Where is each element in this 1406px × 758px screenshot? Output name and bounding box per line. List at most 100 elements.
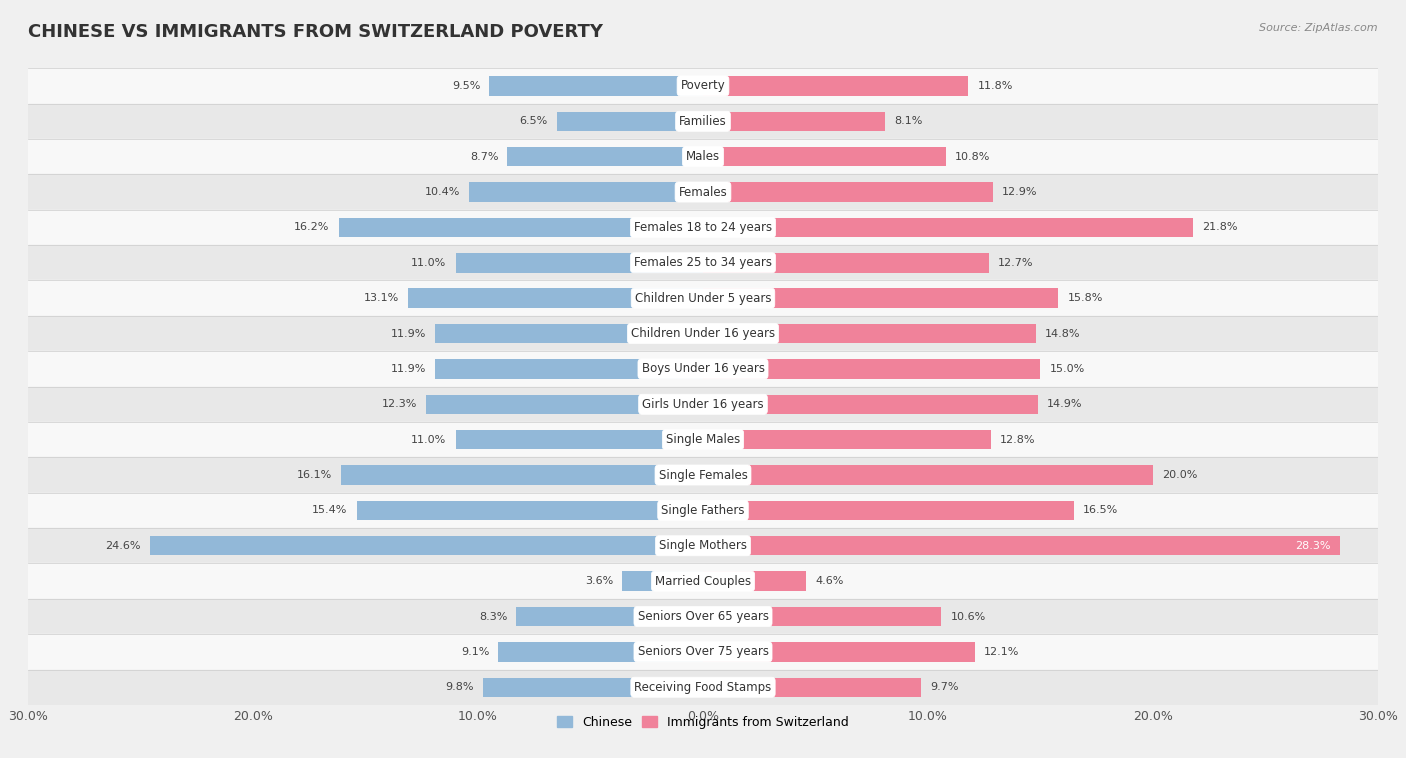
Text: CHINESE VS IMMIGRANTS FROM SWITZERLAND POVERTY: CHINESE VS IMMIGRANTS FROM SWITZERLAND P… [28,23,603,41]
Bar [703,430,991,449]
Text: 11.0%: 11.0% [412,258,447,268]
Text: 12.7%: 12.7% [998,258,1033,268]
Text: 11.0%: 11.0% [412,434,447,445]
Bar [703,77,969,96]
Bar [703,183,993,202]
Text: 28.3%: 28.3% [1295,540,1330,551]
Bar [498,642,703,662]
Bar [703,324,1036,343]
Text: Married Couples: Married Couples [655,575,751,587]
Bar [28,351,1378,387]
Bar [703,111,886,131]
Text: 8.3%: 8.3% [479,612,508,622]
Text: 9.1%: 9.1% [461,647,489,657]
Text: 11.9%: 11.9% [391,328,426,339]
Bar [703,288,1059,308]
Bar [703,359,1040,379]
Bar [703,607,942,626]
Bar [28,599,1378,634]
Bar [703,501,1074,520]
Text: 15.8%: 15.8% [1067,293,1102,303]
Bar [28,104,1378,139]
Bar [703,394,1038,414]
Bar [703,218,1194,237]
Text: 15.0%: 15.0% [1049,364,1084,374]
Bar [489,77,703,96]
Text: 9.8%: 9.8% [446,682,474,692]
Text: 24.6%: 24.6% [105,540,141,551]
Bar [426,394,703,414]
Text: 8.7%: 8.7% [470,152,498,161]
Legend: Chinese, Immigrants from Switzerland: Chinese, Immigrants from Switzerland [553,711,853,734]
Text: 10.8%: 10.8% [955,152,990,161]
Text: Families: Families [679,114,727,128]
Text: Single Mothers: Single Mothers [659,539,747,553]
Text: Girls Under 16 years: Girls Under 16 years [643,398,763,411]
Text: 12.9%: 12.9% [1002,187,1038,197]
Bar [28,493,1378,528]
Text: 3.6%: 3.6% [585,576,613,586]
Bar [621,572,703,591]
Bar [703,642,976,662]
Text: 9.5%: 9.5% [451,81,481,91]
Bar [339,218,703,237]
Bar [436,324,703,343]
Text: 14.8%: 14.8% [1045,328,1080,339]
Text: 10.6%: 10.6% [950,612,986,622]
Text: Single Fathers: Single Fathers [661,504,745,517]
Text: 8.1%: 8.1% [894,116,922,127]
Bar [470,183,703,202]
Text: Poverty: Poverty [681,80,725,92]
Bar [28,316,1378,351]
Bar [28,669,1378,705]
Text: 4.6%: 4.6% [815,576,844,586]
Bar [456,430,703,449]
Bar [28,280,1378,316]
Bar [516,607,703,626]
Text: Females 18 to 24 years: Females 18 to 24 years [634,221,772,234]
Bar [703,678,921,697]
Text: 16.5%: 16.5% [1083,506,1118,515]
Bar [28,174,1378,210]
Bar [557,111,703,131]
Text: Children Under 16 years: Children Under 16 years [631,327,775,340]
Bar [703,465,1153,485]
Bar [28,528,1378,563]
Bar [28,387,1378,422]
Text: Seniors Over 75 years: Seniors Over 75 years [637,645,769,659]
Bar [28,68,1378,104]
Bar [149,536,703,556]
Bar [28,634,1378,669]
Text: Single Females: Single Females [658,468,748,481]
Text: 12.8%: 12.8% [1000,434,1035,445]
Text: 9.7%: 9.7% [931,682,959,692]
Text: 11.8%: 11.8% [977,81,1012,91]
Bar [28,210,1378,245]
Text: Seniors Over 65 years: Seniors Over 65 years [637,610,769,623]
Text: Children Under 5 years: Children Under 5 years [634,292,772,305]
Bar [456,253,703,273]
Bar [28,563,1378,599]
Text: 15.4%: 15.4% [312,506,347,515]
Bar [28,422,1378,457]
Text: Boys Under 16 years: Boys Under 16 years [641,362,765,375]
Text: 11.9%: 11.9% [391,364,426,374]
Bar [436,359,703,379]
Text: 16.2%: 16.2% [294,222,329,233]
Bar [703,253,988,273]
Bar [703,572,807,591]
Text: Males: Males [686,150,720,163]
Bar [357,501,703,520]
Text: Females 25 to 34 years: Females 25 to 34 years [634,256,772,269]
Bar [28,245,1378,280]
Bar [482,678,703,697]
Text: 12.3%: 12.3% [382,399,418,409]
Bar [28,457,1378,493]
Text: 12.1%: 12.1% [984,647,1019,657]
Text: 20.0%: 20.0% [1161,470,1198,480]
Text: 6.5%: 6.5% [520,116,548,127]
Text: 21.8%: 21.8% [1202,222,1237,233]
Bar [340,465,703,485]
Bar [703,536,1340,556]
Text: 13.1%: 13.1% [364,293,399,303]
